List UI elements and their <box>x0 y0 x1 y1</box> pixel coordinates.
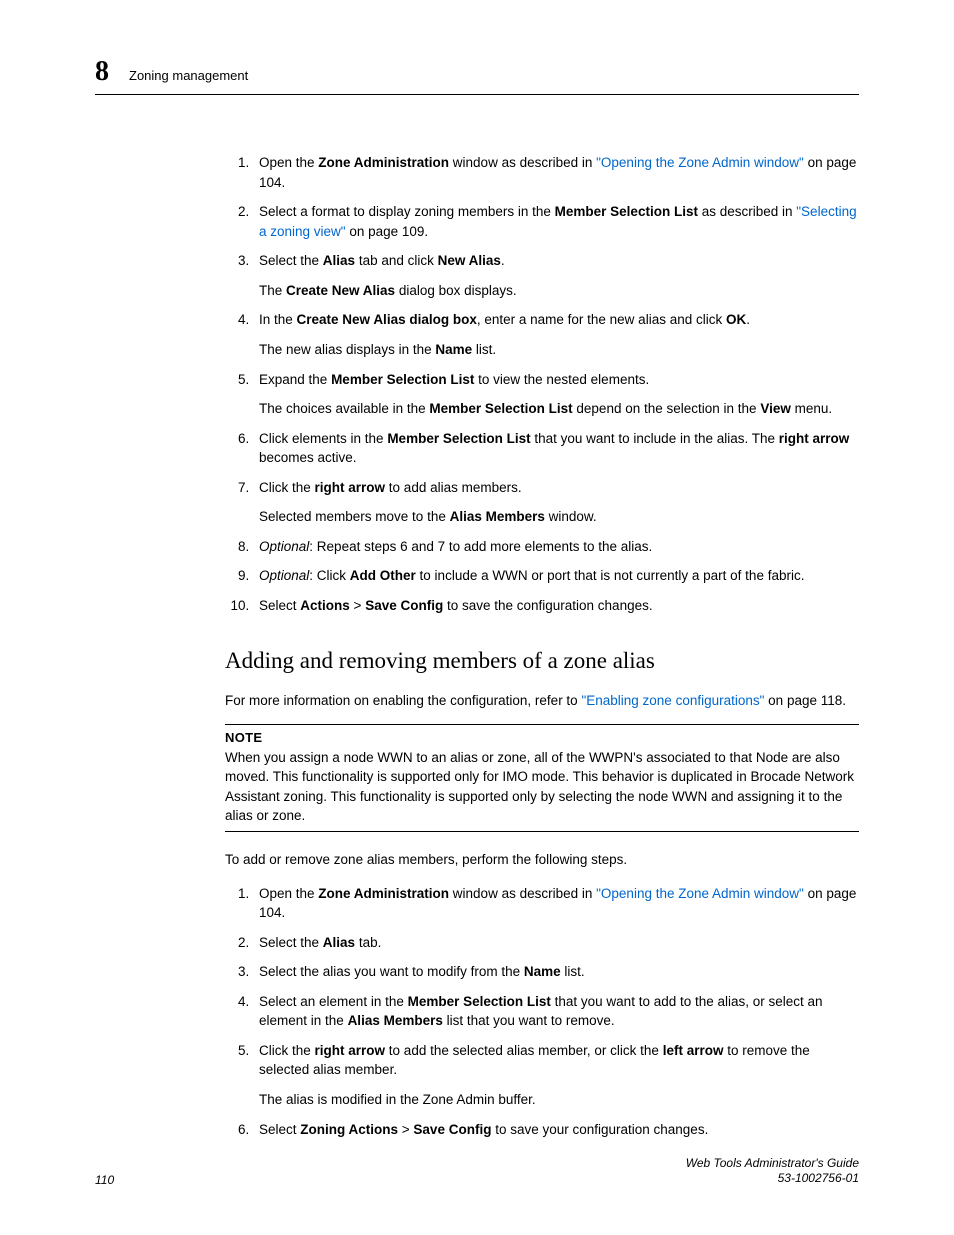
step-text: Click the right arrow to add the selecte… <box>259 1043 810 1078</box>
step-subtext: Selected members move to the Alias Membe… <box>259 507 859 527</box>
step-text: Select the Alias tab. <box>259 935 381 950</box>
step-item: Select Actions > Save Config to save the… <box>253 596 859 616</box>
note-label: NOTE <box>225 729 859 748</box>
section-title: Zoning management <box>129 68 248 83</box>
content-body: Open the Zone Administration window as d… <box>225 153 859 1139</box>
note-body: When you assign a node WWN to an alias o… <box>225 748 859 825</box>
step-item: Select Zoning Actions > Save Config to s… <box>253 1120 859 1140</box>
step-item: Select the Alias tab and click New Alias… <box>253 251 859 300</box>
step-subtext: The choices available in the Member Sele… <box>259 399 859 419</box>
step-item: Select the Alias tab. <box>253 933 859 953</box>
step-subtext: The alias is modified in the Zone Admin … <box>259 1090 859 1110</box>
step-text: In the Create New Alias dialog box, ente… <box>259 312 750 327</box>
step-item: In the Create New Alias dialog box, ente… <box>253 310 859 359</box>
doc-id: 53-1002756-01 <box>778 1171 859 1185</box>
chapter-number: 8 <box>95 58 109 86</box>
intro-paragraph: For more information on enabling the con… <box>225 691 859 711</box>
step-item: Select an element in the Member Selectio… <box>253 992 859 1031</box>
step-item: Click elements in the Member Selection L… <box>253 429 859 468</box>
step-text: Select the alias you want to modify from… <box>259 964 585 979</box>
step-text: Select Zoning Actions > Save Config to s… <box>259 1122 708 1137</box>
doc-info: Web Tools Administrator's Guide 53-10027… <box>686 1156 859 1187</box>
step-text: Open the Zone Administration window as d… <box>259 155 856 190</box>
step-subtext: The new alias displays in the Name list. <box>259 340 859 360</box>
step-item: Optional: Click Add Other to include a W… <box>253 566 859 586</box>
step-text: Click elements in the Member Selection L… <box>259 431 849 466</box>
step-item: Click the right arrow to add the selecte… <box>253 1041 859 1110</box>
step-item: Select a format to display zoning member… <box>253 202 859 241</box>
step-text: Click the right arrow to add alias membe… <box>259 480 522 495</box>
steps-list-1: Open the Zone Administration window as d… <box>225 153 859 616</box>
step-item: Open the Zone Administration window as d… <box>253 884 859 923</box>
step-text: Select the Alias tab and click New Alias… <box>259 253 505 268</box>
step-text: Select a format to display zoning member… <box>259 204 857 239</box>
step-text: Optional: Click Add Other to include a W… <box>259 568 804 583</box>
note-block: NOTE When you assign a node WWN to an al… <box>225 724 859 831</box>
doc-title: Web Tools Administrator's Guide <box>686 1156 859 1170</box>
step-item: Optional: Repeat steps 6 and 7 to add mo… <box>253 537 859 557</box>
step-text: Expand the Member Selection List to view… <box>259 372 649 387</box>
step-text: Select Actions > Save Config to save the… <box>259 598 653 613</box>
step-item: Expand the Member Selection List to view… <box>253 370 859 419</box>
steps-list-2: Open the Zone Administration window as d… <box>225 884 859 1140</box>
step-item: Open the Zone Administration window as d… <box>253 153 859 192</box>
page: 8 Zoning management Open the Zone Admini… <box>0 0 954 1235</box>
step-text: Optional: Repeat steps 6 and 7 to add mo… <box>259 539 652 554</box>
page-footer: 110 Web Tools Administrator's Guide 53-1… <box>95 1156 859 1187</box>
xref-link[interactable]: "Enabling zone configurations" <box>581 693 764 708</box>
step-subtext: The Create New Alias dialog box displays… <box>259 281 859 301</box>
xref-link[interactable]: "Opening the Zone Admin window" <box>596 155 804 170</box>
page-number: 110 <box>95 1173 114 1187</box>
lead-paragraph: To add or remove zone alias members, per… <box>225 850 859 870</box>
step-text: Select an element in the Member Selectio… <box>259 994 823 1029</box>
xref-link[interactable]: "Opening the Zone Admin window" <box>596 886 804 901</box>
step-text: Open the Zone Administration window as d… <box>259 886 856 921</box>
step-item: Click the right arrow to add alias membe… <box>253 478 859 527</box>
subheading: Adding and removing members of a zone al… <box>225 644 859 677</box>
step-item: Select the alias you want to modify from… <box>253 962 859 982</box>
page-header: 8 Zoning management <box>95 58 859 95</box>
